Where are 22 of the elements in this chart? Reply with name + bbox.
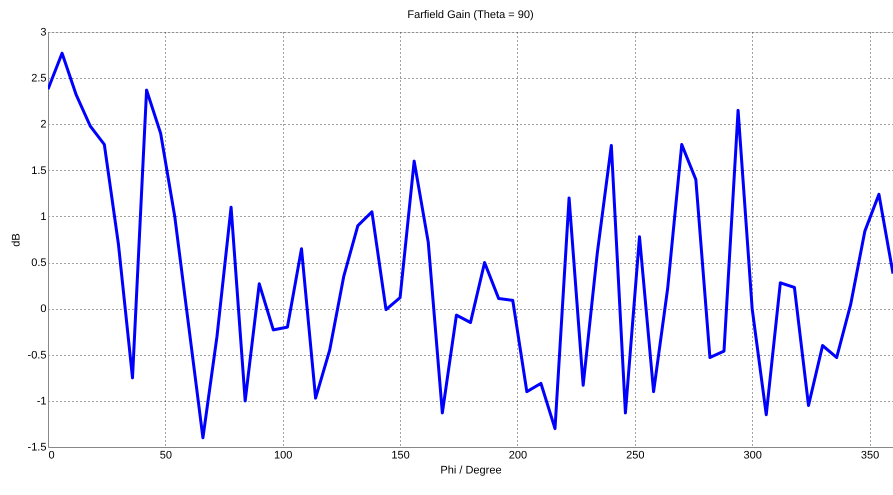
y-axis-title: dB [10,233,23,247]
x-tick-label: 200 [508,450,528,462]
y-tick-label: 0.5 [31,257,46,270]
line-series [48,52,893,440]
y-tick-label: -1.5 [28,442,46,454]
x-tick-label: 150 [391,450,410,462]
x-tick-label: 250 [626,450,644,462]
y-tick-label: 2 [40,118,46,131]
y-tick-label: -0.5 [28,349,46,362]
x-tick-label: 100 [274,450,292,462]
x-tick-label: 350 [860,450,880,462]
y-tick-label: 2.5 [31,72,46,85]
x-tick-label: 50 [160,450,172,462]
y-tick-label: -1 [36,395,46,408]
x-tick-label: 0 [48,450,55,462]
chart-title: Farfield Gain (Theta = 90) [407,9,534,21]
y-tick-label: 1 [40,210,46,223]
y-tick-label: 1.5 [31,164,46,177]
x-tick-label: 300 [743,450,762,462]
y-tick-label: 3 [40,26,46,38]
x-axis-title: Phi / Degree [440,464,502,476]
y-tick-label: 0 [40,303,46,316]
